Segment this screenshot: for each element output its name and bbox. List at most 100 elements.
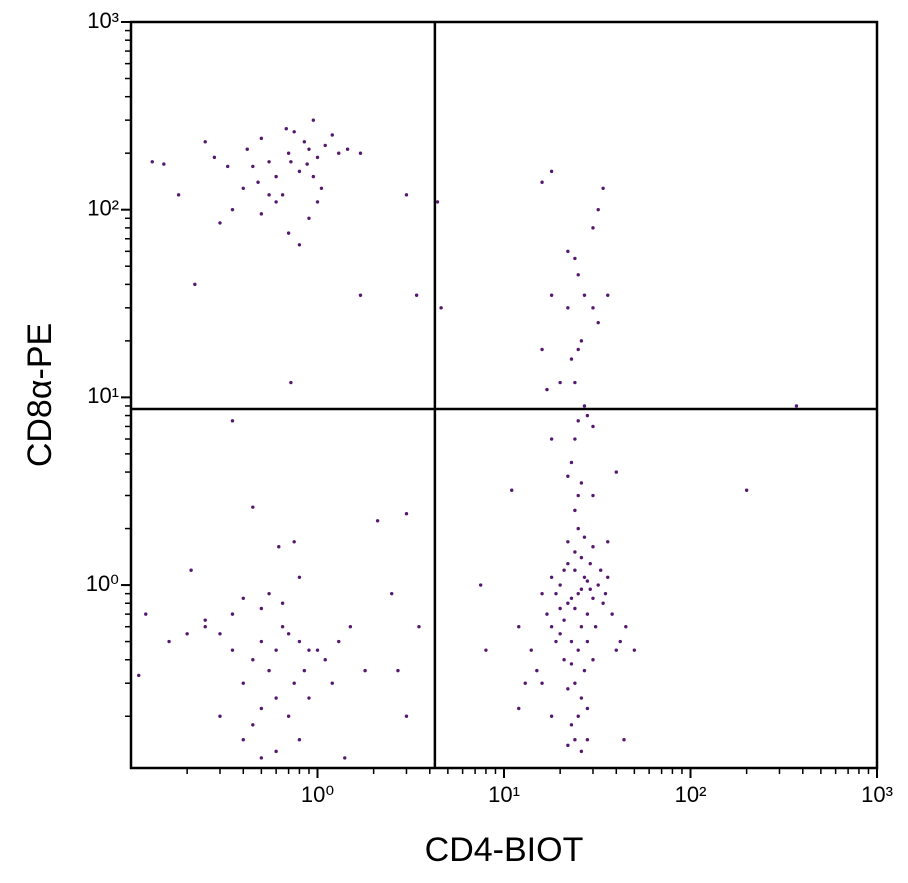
event-dot <box>193 282 197 287</box>
event-dot <box>286 714 291 718</box>
event-dot <box>554 639 558 644</box>
event-dot <box>218 632 222 636</box>
event-dot <box>396 668 400 673</box>
event-dot <box>259 639 264 644</box>
event-dot <box>588 587 592 591</box>
event-dot <box>267 668 271 673</box>
event-dot <box>596 583 600 587</box>
event-dot <box>358 151 363 155</box>
event-dot <box>582 535 587 539</box>
event-dot <box>585 706 590 711</box>
event-dot <box>274 696 278 700</box>
event-dot <box>307 147 311 151</box>
event-dot <box>439 306 443 310</box>
event-dot <box>558 380 562 385</box>
event-dot <box>241 186 245 191</box>
event-dot <box>573 737 577 742</box>
event-dot <box>417 625 421 629</box>
event-dot <box>562 568 566 572</box>
event-dot <box>614 648 618 652</box>
event-dot <box>588 561 592 566</box>
event-dot <box>189 568 193 572</box>
event-dot <box>297 169 302 174</box>
event-dot <box>292 681 296 685</box>
event-dot <box>259 136 264 141</box>
event-dot <box>545 612 549 616</box>
event-dot <box>549 714 554 718</box>
event-dot <box>535 668 539 673</box>
event-dot <box>307 696 311 700</box>
event-dot <box>286 151 291 155</box>
event-dot <box>566 687 570 691</box>
event-dot <box>212 155 217 160</box>
event-dot <box>345 147 350 151</box>
event-dot <box>307 216 311 220</box>
event-dot <box>274 174 278 179</box>
event-dot <box>566 474 570 478</box>
event-dot <box>569 596 574 601</box>
event-dot <box>245 147 249 151</box>
event-dot <box>601 186 605 191</box>
event-dot <box>549 293 554 297</box>
event-dot <box>744 488 749 492</box>
event-dot <box>529 648 533 652</box>
event-dot <box>259 212 264 216</box>
event-dot <box>566 249 570 254</box>
event-dot <box>307 648 311 652</box>
event-dot <box>566 561 570 566</box>
event-dot <box>274 749 278 754</box>
event-dot <box>566 540 570 544</box>
event-dot <box>510 488 514 492</box>
event-dot <box>404 714 409 718</box>
event-dot <box>576 493 580 498</box>
event-dot <box>230 648 235 652</box>
event-dot <box>576 273 580 277</box>
event-dot <box>591 596 595 601</box>
event-dot <box>566 306 570 310</box>
event-dot <box>484 648 488 652</box>
event-dot <box>576 419 580 423</box>
event-dot <box>517 625 521 629</box>
event-dot <box>579 587 584 591</box>
x-tick-label: 10² <box>675 782 707 807</box>
event-dot <box>576 347 580 352</box>
event-dot <box>582 293 587 297</box>
event-dot <box>218 221 222 225</box>
event-dot <box>573 606 577 611</box>
event-dot <box>540 681 544 685</box>
event-dot <box>610 612 614 616</box>
event-dot <box>315 200 320 204</box>
event-dot <box>591 658 595 662</box>
event-dot <box>292 540 296 544</box>
event-dot <box>549 437 554 441</box>
event-dot <box>614 470 618 474</box>
event-dot <box>566 601 570 605</box>
event-dot <box>414 293 419 297</box>
event-dot <box>280 601 285 605</box>
event-dot <box>585 612 590 616</box>
event-dot <box>596 320 600 325</box>
event-dot <box>562 658 566 662</box>
event-dot <box>585 737 590 742</box>
event-dot <box>591 226 595 230</box>
event-dot <box>576 714 580 718</box>
event-dot <box>591 545 595 549</box>
event-dot <box>297 737 302 742</box>
event-dot <box>230 612 235 616</box>
event-dot <box>259 606 264 611</box>
event-dot <box>591 306 595 310</box>
event-dot <box>554 591 558 596</box>
event-dot <box>311 118 316 122</box>
event-dot <box>343 756 347 760</box>
event-dot <box>606 575 610 579</box>
event-dot <box>259 756 264 760</box>
event-dot <box>566 743 570 748</box>
event-dot <box>137 673 141 678</box>
event-dot <box>286 632 291 636</box>
event-dot <box>435 200 440 204</box>
event-dot <box>256 180 260 184</box>
event-dot <box>274 200 278 204</box>
event-dot <box>569 662 574 666</box>
event-dot <box>558 632 562 636</box>
